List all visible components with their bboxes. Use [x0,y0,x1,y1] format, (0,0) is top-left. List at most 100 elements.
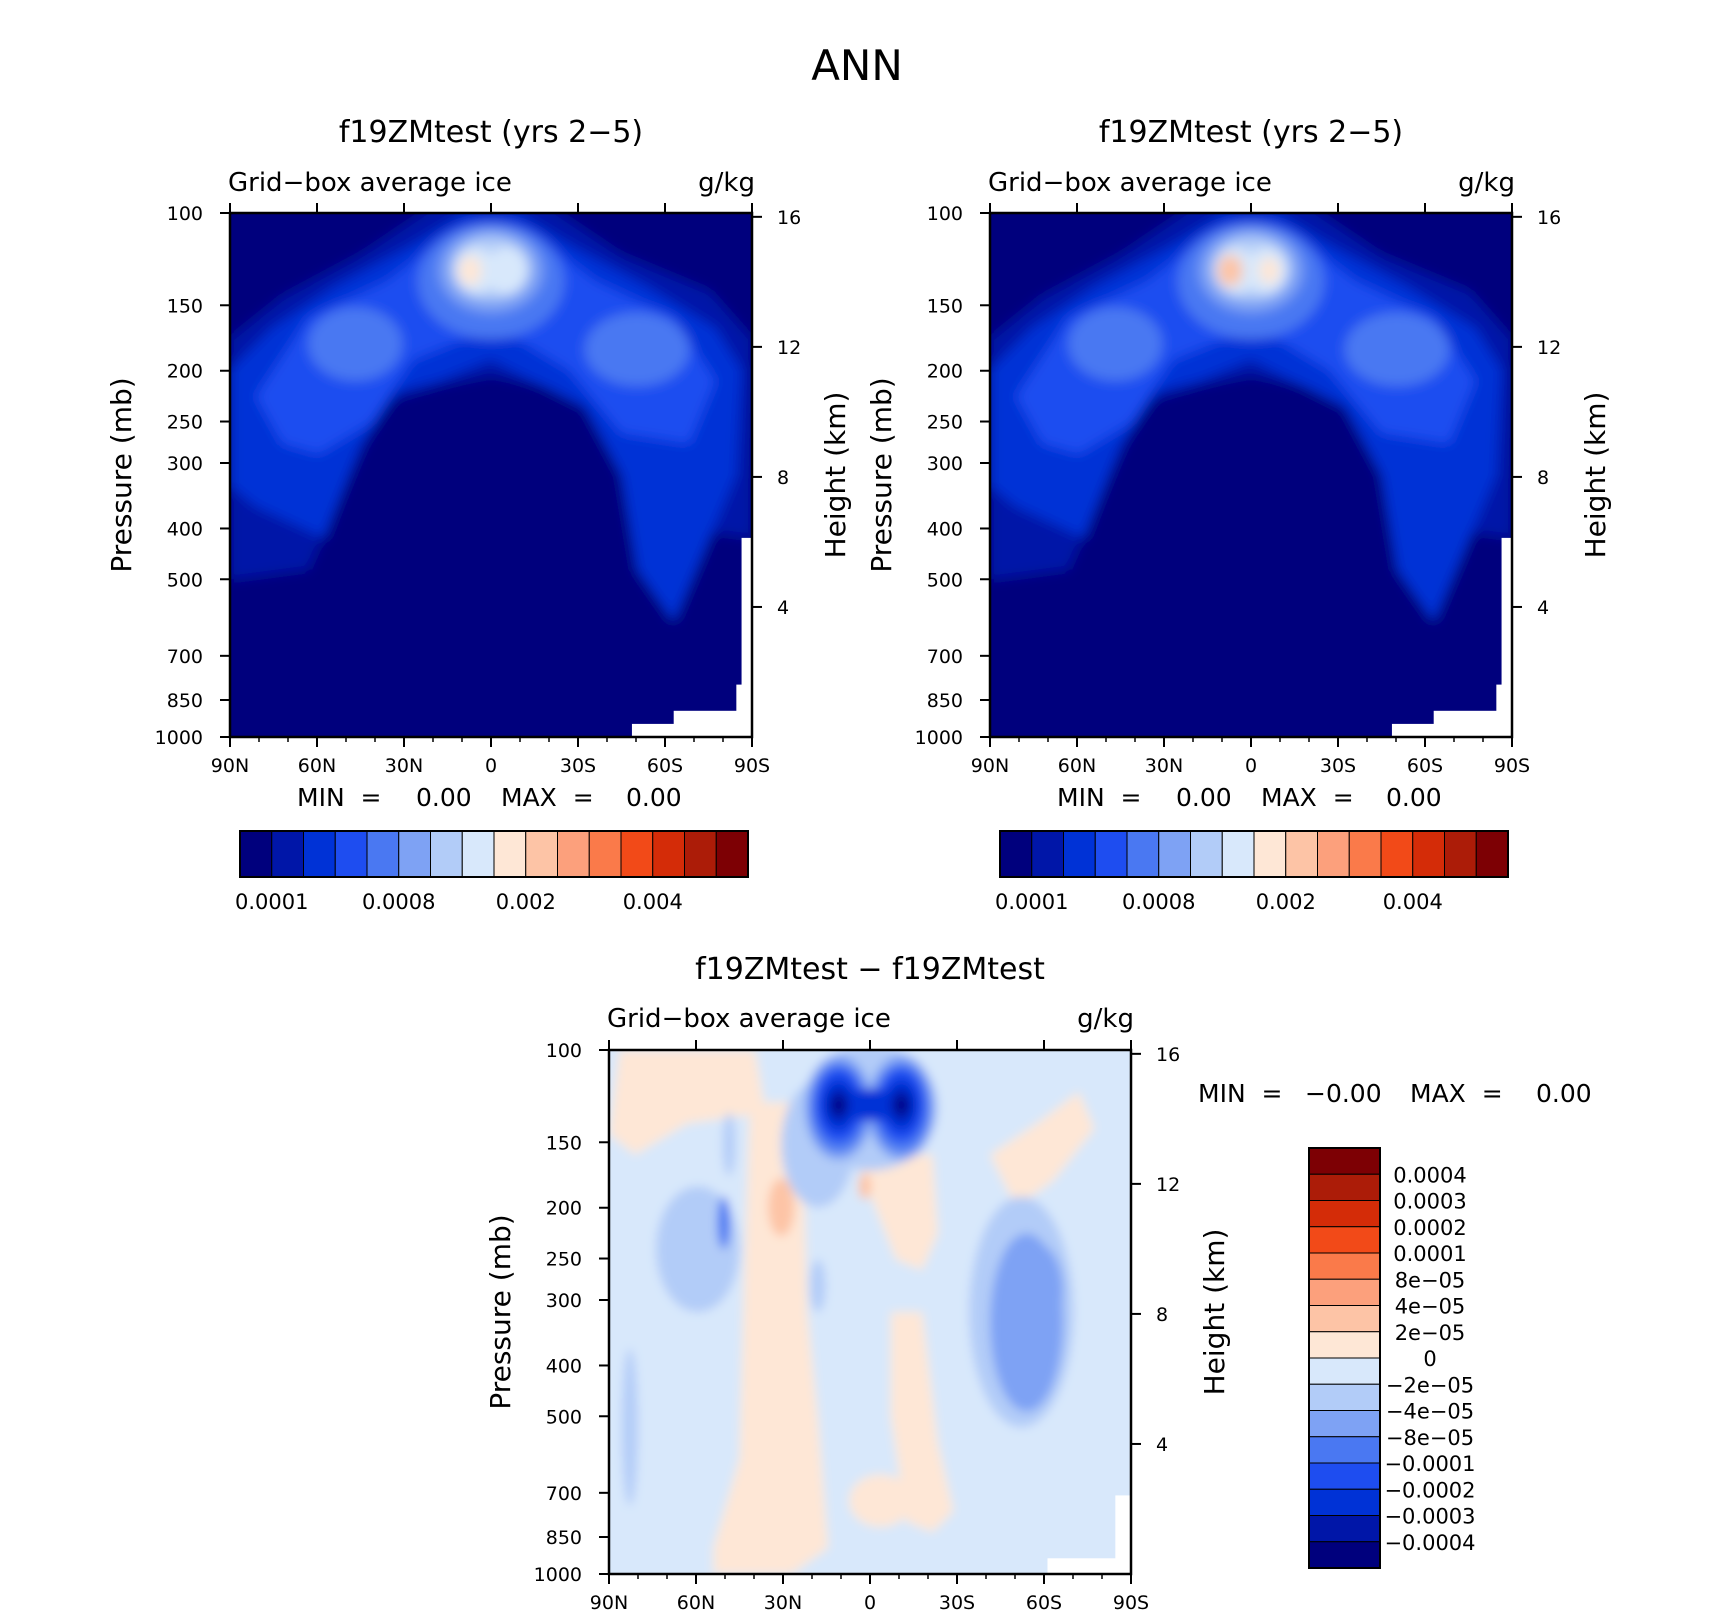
colorbar-frame [239,830,749,878]
y-tick-label: 700 [927,646,963,668]
colorbar-swatch [303,830,336,878]
panel-2-contour-field [990,213,1512,737]
panel-1-ylabel: Pressure (mb) [105,377,138,572]
contour-bands [230,213,752,737]
y-tick-label: 100 [927,203,963,225]
colorbar-swatch [1308,1331,1381,1359]
y-tick-label: 400 [927,518,963,540]
colorbar-swatch [1063,830,1096,878]
y-tick-label: 500 [927,569,963,591]
panel-2: 90N 60N 30N 0 30S 60S 90S 100 150 200 250 300 400 500… [865,115,1612,914]
colorbar-label: −0.0002 [1384,1478,1475,1502]
contour-band [485,247,528,295]
y2-tick-label: 8 [777,467,789,489]
colorbar-label: 4e−05 [1395,1295,1466,1319]
contour-band [722,1112,736,1176]
colorbar-swatch [1308,1541,1381,1569]
colorbar-swatch [493,830,527,878]
panel-2-ylabel: Pressure (mb) [865,377,898,572]
panel-1-title: f19ZMtest (yrs 2−5) [339,115,643,150]
panel-3-min-value: −0.00 [1305,1079,1382,1108]
panel-3-ylabel: Pressure (mb) [484,1214,517,1409]
contour-band [308,307,403,381]
panel-1-units-label: g/kg [698,168,755,198]
contour-band [1258,257,1280,284]
x-tick-label: 90N [971,755,1009,777]
colorbar-label: 0.004 [1383,890,1443,914]
contour-band [1344,312,1450,386]
x-tick-label: 60S [1407,755,1443,777]
colorbar-label: 8e−05 [1395,1268,1466,1292]
panel-1: 90N 60N 30N 0 30S 60S 90S 100 150 200 250 300 400 500… [105,115,852,914]
colorbar-label: 0.0001 [1393,1242,1466,1266]
colorbar-swatch [715,830,749,878]
panel-1-min-label: MIN = [297,783,382,812]
y2-tick-label: 16 [1156,1044,1180,1066]
colorbar-swatch [1285,830,1318,878]
colorbar-swatch [999,830,1033,878]
colorbar-swatch [1308,1357,1381,1385]
contour-band [1217,254,1243,287]
x-tick-label: 90S [1494,755,1530,777]
colorbar-label: 0.002 [1256,890,1316,914]
x-tick-label: 0 [485,755,497,777]
y-tick-label: 1000 [534,1564,582,1586]
colorbar-swatch [1348,830,1382,878]
y-tick-label: 500 [167,569,203,591]
panel-3-contour-field [609,1050,1131,1574]
missing-data [1047,1495,1131,1574]
colorbar-swatch [525,830,558,878]
colorbar-swatch [1308,1252,1381,1280]
contour-band [256,233,716,455]
panel-3-y2label: Height (km) [1198,1229,1231,1396]
contour-band [713,1102,829,1574]
panel-1-y2label: Height (km) [819,392,852,559]
panel-2-min-label: MIN = [1057,783,1142,812]
panel-2-max-value: 0.00 [1386,783,1442,812]
colorbar-label: 0.0004 [1393,1163,1466,1187]
panel-2-min-value: 0.00 [1176,783,1232,812]
panel-2-max-label: MAX = [1261,783,1354,812]
colorbar-swatch [1308,1226,1381,1254]
y2-tick-label: 12 [1156,1174,1180,1196]
colorbar-label: 0.0001 [235,890,308,914]
contour-band [631,723,752,737]
panel-1-min-value: 0.00 [416,783,472,812]
colorbar-swatch [1444,830,1477,878]
contour-band [1047,1558,1131,1574]
contour-band [896,1098,907,1112]
y2-tick-label: 12 [777,337,801,359]
colorbar-swatch [620,830,654,878]
colorbar-label: 0.004 [623,890,683,914]
colorbar-swatch [1308,1462,1381,1490]
contour-band [622,1348,638,1506]
colorbar-label: −4e−05 [1386,1400,1474,1424]
colorbar-label: −0.0003 [1384,1505,1475,1529]
panel-3: 90N 60N 30N 0 30S 60S 90S 100 150 200 250 300 400 500… [484,952,1592,1614]
x-tick-label: 60N [677,1592,715,1614]
contour-band [741,537,752,737]
contour-band [828,1089,912,1121]
panel-2-units-label: g/kg [1458,168,1515,198]
x-tick-label: 90N [211,755,249,777]
y-tick-label: 300 [167,453,203,475]
y-tick-label: 250 [546,1249,582,1271]
colorbar-swatch [334,830,368,878]
panel-3-title: f19ZMtest − f19ZMtest [695,952,1045,987]
y2-tick-label: 4 [777,597,789,619]
y-tick-label: 1000 [155,727,203,749]
x-tick-label: 60S [647,755,683,777]
x-tick-label: 30N [1145,755,1183,777]
y-tick-label: 850 [167,690,203,712]
colorbar-label: −8e−05 [1386,1426,1474,1450]
colorbar-swatch [1094,830,1128,878]
contour-band [1068,307,1163,381]
y-tick-label: 250 [927,412,963,434]
x-tick-label: 30S [1320,755,1356,777]
x-tick-label: 90S [734,755,770,777]
y2-tick-label: 4 [1537,597,1549,619]
x-tick-label: 30S [939,1592,975,1614]
colorbar-swatch [430,830,463,878]
colorbar-swatch [1412,830,1445,878]
panel-1-max-value: 0.00 [626,783,682,812]
